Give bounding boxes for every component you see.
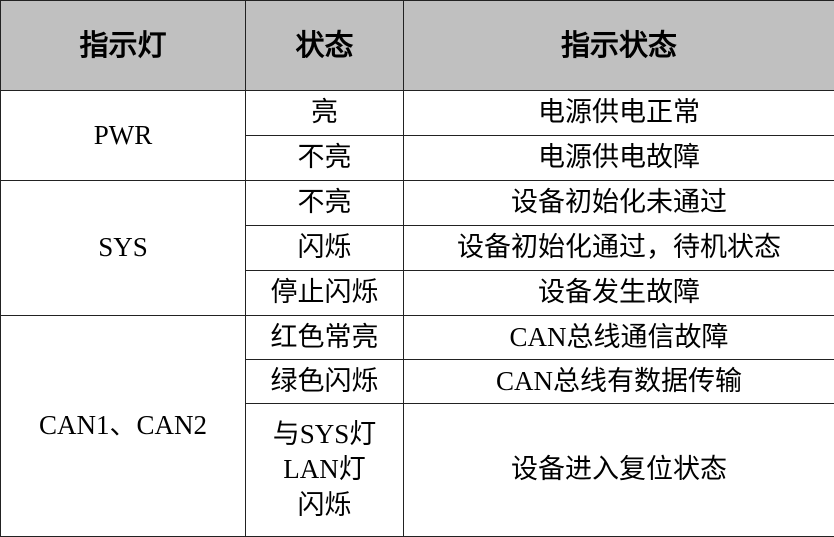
- header-meaning: 指示状态: [404, 1, 834, 91]
- status-cell: 红色常亮: [246, 316, 404, 360]
- meaning-cell: 设备进入复位状态: [404, 404, 834, 537]
- indicator-cell: PWR: [1, 91, 246, 181]
- status-line: LAN灯: [246, 452, 403, 487]
- table-row: CAN1、CAN2 红色常亮 CAN总线通信故障: [1, 316, 834, 360]
- status-cell: 闪烁: [246, 226, 404, 271]
- meaning-cell: 电源供电正常: [404, 91, 834, 136]
- status-cell: 绿色闪烁: [246, 360, 404, 404]
- meaning-cell: 设备初始化通过，待机状态: [404, 226, 834, 271]
- status-cell: 不亮: [246, 181, 404, 226]
- status-line: 闪烁: [246, 488, 403, 523]
- status-cell: 亮: [246, 91, 404, 136]
- header-status: 状态: [246, 1, 404, 91]
- meaning-cell: 设备发生故障: [404, 271, 834, 316]
- meaning-cell: CAN总线通信故障: [404, 316, 834, 360]
- header-indicator: 指示灯: [1, 1, 246, 91]
- meaning-cell: CAN总线有数据传输: [404, 360, 834, 404]
- table-row: PWR 亮 电源供电正常: [1, 91, 834, 136]
- status-cell: 与SYS灯 LAN灯 闪烁: [246, 404, 404, 537]
- status-cell: 不亮: [246, 136, 404, 181]
- meaning-cell: 电源供电故障: [404, 136, 834, 181]
- indicator-cell: SYS: [1, 181, 246, 316]
- header-row: 指示灯 状态 指示状态: [1, 1, 834, 91]
- meaning-cell: 设备初始化未通过: [404, 181, 834, 226]
- table-row: SYS 不亮 设备初始化未通过: [1, 181, 834, 226]
- status-cell: 停止闪烁: [246, 271, 404, 316]
- indicator-cell: CAN1、CAN2: [1, 316, 246, 537]
- status-line: 与SYS灯: [246, 417, 403, 452]
